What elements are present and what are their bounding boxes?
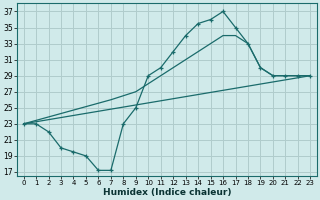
X-axis label: Humidex (Indice chaleur): Humidex (Indice chaleur) <box>103 188 231 197</box>
